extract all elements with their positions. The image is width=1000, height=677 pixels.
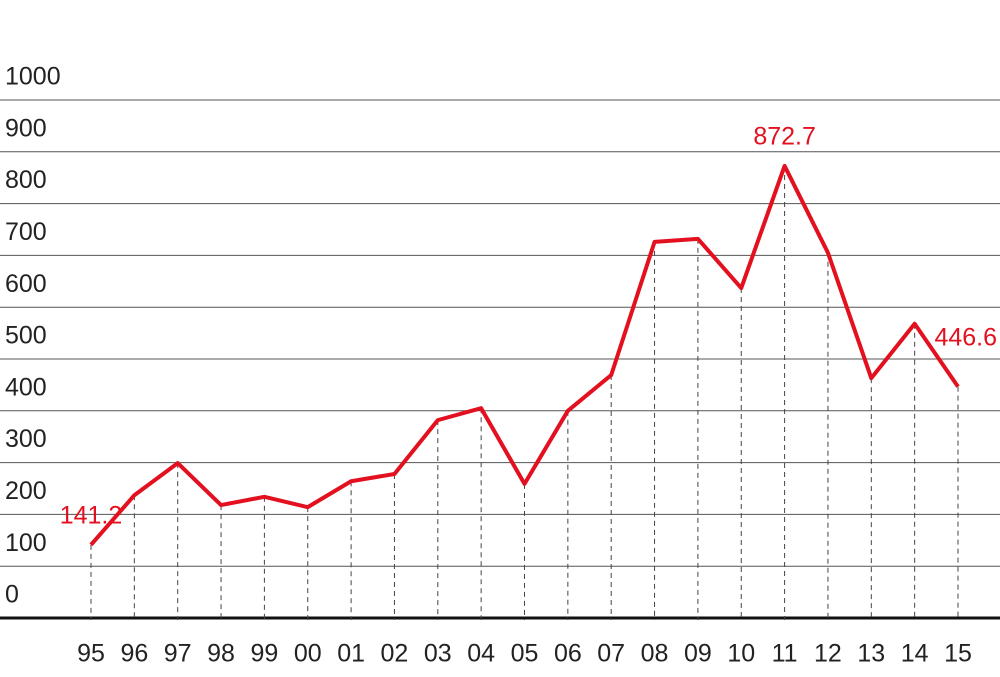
x-tick-label: 14	[901, 640, 929, 668]
y-tick-label: 800	[5, 166, 47, 194]
x-tick-label: 97	[164, 640, 192, 668]
data-line	[89, 163, 960, 547]
x-tick-label: 07	[597, 640, 625, 668]
x-tick-label: 12	[814, 640, 842, 668]
x-tick-label: 98	[207, 640, 235, 668]
y-tick-label: 700	[5, 218, 47, 246]
value-label: 446.6	[934, 323, 997, 351]
x-tick-label: 04	[467, 640, 495, 668]
x-tick-label: 95	[77, 640, 105, 668]
y-tick-label: 200	[5, 477, 47, 505]
x-tick-label: 96	[120, 640, 148, 668]
x-tick-label: 11	[772, 640, 798, 668]
y-tick-label: 300	[5, 425, 47, 453]
y-tick-label: 100	[5, 529, 47, 557]
x-tick-label: 02	[381, 640, 409, 668]
y-tick-label: 600	[5, 270, 47, 298]
x-tick-label: 05	[511, 640, 539, 668]
x-tick-label: 99	[250, 640, 278, 668]
value-label: 872.7	[753, 123, 816, 151]
value-label: 141.2	[60, 501, 123, 529]
x-tick-label: 01	[337, 640, 365, 668]
y-tick-label: 900	[5, 114, 47, 142]
x-tick-label: 09	[684, 640, 712, 668]
x-tick-label: 08	[641, 640, 669, 668]
y-tick-label: 500	[5, 322, 47, 350]
x-tick-label: 03	[424, 640, 452, 668]
x-tick-label: 10	[727, 640, 755, 668]
x-tick-label: 06	[554, 640, 582, 668]
x-tick-label: 15	[944, 640, 972, 668]
x-tick-label: 13	[857, 640, 885, 668]
y-tick-label: 1000	[5, 63, 61, 91]
y-tick-label: 0	[5, 581, 19, 609]
y-tick-label: 400	[5, 373, 47, 401]
x-tick-label: 00	[294, 640, 322, 668]
